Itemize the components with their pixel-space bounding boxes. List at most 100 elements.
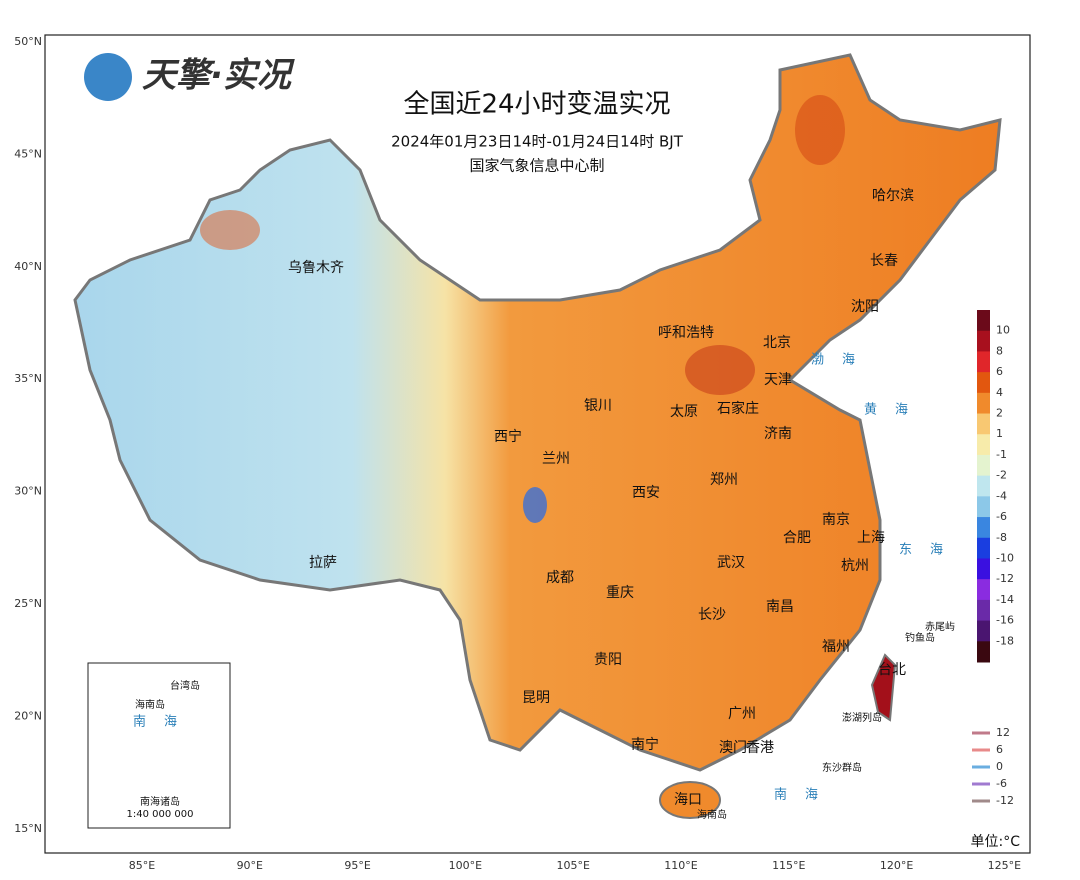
color-swatch bbox=[977, 641, 990, 663]
latitude-label: 15°N bbox=[14, 822, 42, 835]
inset-scale: 1:40 000 000 bbox=[127, 809, 194, 820]
city: 武汉 bbox=[717, 555, 745, 571]
city: 济南 bbox=[764, 426, 792, 442]
city: 南京 bbox=[822, 512, 850, 528]
latitude-label: 35°N bbox=[14, 372, 42, 385]
logo: 天擎·实况 bbox=[84, 53, 295, 101]
line-legend: 12 6 0 -6 -12 bbox=[972, 726, 1014, 807]
city: 重庆 bbox=[606, 585, 634, 601]
legend-line-label: 0 bbox=[996, 760, 1003, 773]
city: 上海 bbox=[857, 530, 885, 546]
inset-label: 台湾岛 bbox=[170, 679, 200, 692]
longitude-label: 125°E bbox=[988, 859, 1021, 872]
color-swatch bbox=[977, 517, 990, 539]
warm-patch bbox=[795, 95, 845, 165]
latitude-label: 25°N bbox=[14, 597, 42, 610]
title: 全国近24小时变温实况 bbox=[403, 90, 670, 120]
city: 太原 bbox=[670, 404, 698, 420]
legend-label: 4 bbox=[996, 386, 1003, 399]
legend-label: -10 bbox=[996, 551, 1014, 564]
inset-label: 南海诸岛 bbox=[140, 795, 180, 808]
logo-icon bbox=[84, 53, 132, 101]
city: 哈尔滨 bbox=[872, 188, 914, 204]
cities: 乌鲁木齐 呼和浩特 北京 天津 哈尔滨 长春 沈阳 银川 太原 石家庄 济南 西… bbox=[288, 188, 914, 808]
city: 广州 bbox=[728, 706, 756, 722]
producer: 国家气象信息中心制 bbox=[469, 157, 604, 175]
sea-label: 渤海 bbox=[811, 352, 873, 368]
island-label: 赤尾屿 bbox=[925, 621, 955, 633]
sea-label: 南海 bbox=[133, 714, 195, 730]
inset-label: 海南岛 bbox=[135, 698, 165, 711]
city: 西安 bbox=[632, 485, 660, 501]
legend-label: -4 bbox=[996, 489, 1007, 502]
city: 成都 bbox=[546, 570, 574, 586]
mainland bbox=[73, 53, 1002, 772]
latitude-label: 30°N bbox=[14, 485, 42, 498]
city: 呼和浩特 bbox=[658, 325, 714, 341]
city: 西宁 bbox=[494, 428, 522, 445]
hainan bbox=[659, 781, 721, 819]
latitude-labels: 50°N 45°N 40°N 35°N 30°N 25°N 20°N 15°N bbox=[14, 35, 42, 835]
legend-label: -12 bbox=[996, 572, 1014, 585]
city: 郑州 bbox=[710, 472, 738, 488]
legend-label: -2 bbox=[996, 469, 1007, 482]
city: 沈阳 bbox=[851, 299, 879, 315]
color-swatch bbox=[977, 558, 990, 580]
latitude-label: 50°N bbox=[14, 35, 42, 48]
legend-label: 10 bbox=[996, 324, 1010, 337]
city: 长沙 bbox=[698, 607, 726, 623]
longitude-label: 95°E bbox=[344, 859, 370, 872]
city: 海口 bbox=[674, 792, 702, 808]
longitude-label: 90°E bbox=[237, 859, 263, 872]
color-legend: 10 8 6 4 2 1 -1 -2 -4 -6 -8 -10 -12 -14 -16 -18 bbox=[977, 310, 1014, 663]
color-swatch bbox=[977, 537, 990, 559]
island-label: 海南岛 bbox=[697, 808, 727, 821]
legend-label: -6 bbox=[996, 510, 1007, 523]
city: 南宁 bbox=[631, 736, 659, 753]
city: 拉萨 bbox=[309, 555, 337, 571]
color-swatch bbox=[977, 434, 990, 456]
latitude-label: 20°N bbox=[14, 709, 42, 722]
city: 长春 bbox=[870, 253, 898, 269]
legend-label: -1 bbox=[996, 448, 1007, 461]
city: 台北 bbox=[878, 662, 906, 678]
city: 贵阳 bbox=[594, 652, 622, 668]
legend-label: 1 bbox=[996, 427, 1003, 440]
inset-frame bbox=[87, 662, 231, 829]
legend-line-label: 12 bbox=[996, 726, 1010, 739]
island-label: 钓鱼岛 bbox=[905, 631, 935, 644]
subtitle: 2024年01月23日14时-01月24日14时 BJT bbox=[391, 133, 684, 151]
seas: 渤海 黄海 东海 南海 南海 bbox=[133, 352, 943, 803]
color-swatch bbox=[977, 413, 990, 435]
longitude-label: 100°E bbox=[449, 859, 482, 872]
color-swatch bbox=[977, 454, 990, 477]
city: 昆明 bbox=[522, 690, 550, 706]
color-swatch bbox=[977, 475, 990, 497]
legend-line-label: -12 bbox=[996, 794, 1014, 807]
city: 北京 bbox=[763, 335, 791, 351]
taiwan bbox=[870, 653, 897, 722]
warm-patch bbox=[685, 345, 755, 395]
color-swatch bbox=[977, 310, 990, 332]
color-swatch bbox=[977, 496, 990, 518]
longitude-label: 110°E bbox=[664, 859, 697, 872]
legend-line-label: 6 bbox=[996, 743, 1003, 756]
logo-text: 天擎·实况 bbox=[142, 56, 295, 96]
legend-label: 6 bbox=[996, 365, 1003, 378]
latitude-label: 45°N bbox=[14, 147, 42, 160]
island-label: 澎湖列岛 bbox=[842, 711, 882, 724]
longitude-label: 105°E bbox=[556, 859, 589, 872]
color-swatch bbox=[977, 579, 990, 601]
city: 香港 bbox=[746, 740, 774, 756]
color-swatch bbox=[977, 351, 990, 373]
island-label: 东沙群岛 bbox=[822, 761, 862, 774]
color-swatch bbox=[977, 330, 990, 352]
color-swatch bbox=[977, 372, 990, 394]
city: 合肥 bbox=[783, 530, 811, 546]
city: 银川 bbox=[584, 398, 612, 414]
islands: 赤尾屿 钓鱼岛 澎湖列岛 东沙群岛 海南岛 台湾岛 海南岛 南海诸岛 1:40 … bbox=[127, 621, 956, 821]
latitude-label: 40°N bbox=[14, 260, 42, 273]
longitude-label: 120°E bbox=[880, 859, 913, 872]
legend-line-label: -6 bbox=[996, 777, 1007, 790]
